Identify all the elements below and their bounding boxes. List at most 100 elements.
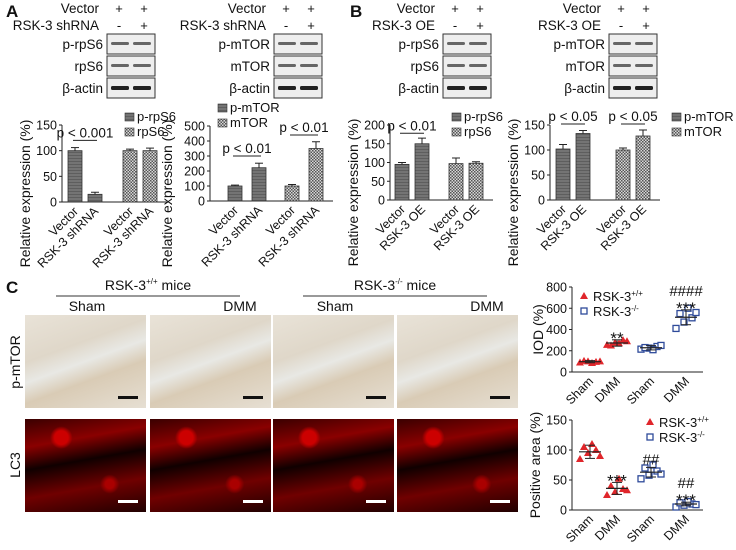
blot-sign: + (140, 18, 148, 33)
blot-band (447, 42, 465, 45)
legend-label: mTOR (684, 124, 722, 139)
p-mtor-ihc-image (397, 315, 518, 408)
blot-band (613, 64, 631, 67)
legend-label: RSK-3+/+ (659, 415, 709, 430)
blot-sign: - (117, 18, 121, 33)
y-tick-label: 50 (553, 474, 567, 488)
y-tick-label: 200 (364, 119, 385, 133)
bar (615, 149, 631, 201)
data-point (576, 455, 584, 462)
bar (635, 135, 651, 201)
scale-bar (118, 500, 138, 503)
significance-hashes: #### (669, 283, 703, 300)
y-axis-label: IOD (%) (530, 304, 546, 355)
p-mtor-ihc-image (25, 315, 146, 408)
blot-band-label: β-actin (229, 81, 270, 96)
y-tick-label: 300 (184, 150, 205, 164)
y-tick-label: 50 (371, 175, 385, 189)
y-tick-label: 500 (184, 120, 205, 134)
y-tick-label: 0 (538, 194, 545, 208)
blot-box (106, 77, 156, 99)
blot-band-label: β-actin (62, 81, 103, 96)
row-label: p-mTOR (7, 335, 23, 388)
blot-band (613, 86, 631, 90)
blot-sign: + (476, 1, 484, 16)
blot-band-label: p-rpS6 (398, 37, 439, 52)
blot-box (442, 33, 492, 55)
significance-stars: *** (676, 299, 696, 318)
scale-bar (243, 500, 263, 503)
legend-marker-square (580, 307, 588, 315)
data-point (676, 309, 684, 318)
data-point (672, 324, 680, 333)
blot-box (273, 77, 323, 99)
legend-label: rpS6 (464, 124, 491, 139)
y-tick-label: 100 (36, 144, 57, 158)
y-tick-label: 150 (546, 414, 567, 428)
scale-bar (490, 500, 510, 503)
blot-condition-label: RSK-3 shRNA (180, 18, 266, 33)
blot-band (133, 86, 151, 90)
p-value-annotation: p < 0.001 (57, 125, 114, 140)
data-point (649, 461, 657, 469)
data-point (584, 449, 592, 456)
y-axis-label: Relative expression (%) (17, 120, 33, 268)
legend-swatch (671, 127, 682, 137)
data-point (637, 475, 645, 483)
bar (142, 150, 158, 203)
blot-band (469, 64, 487, 67)
y-tick-label: 0 (50, 196, 57, 210)
scale-bar (243, 396, 263, 399)
data-point (607, 482, 615, 489)
y-axis-label: Relative expression (%) (345, 119, 361, 267)
y-tick-label: 600 (546, 302, 567, 316)
blot-band (300, 64, 318, 67)
data-point (676, 499, 684, 507)
blot-sign: + (476, 18, 484, 33)
data-point (615, 474, 623, 482)
bar (468, 162, 484, 201)
blot-band (635, 86, 653, 90)
blot-band (300, 42, 318, 45)
y-tick-label: 0 (560, 504, 567, 518)
significance-hashes: ## (678, 475, 695, 492)
blot-band (469, 42, 487, 45)
bar (87, 193, 103, 203)
legend-label: mTOR (230, 115, 268, 130)
blot-band (278, 64, 296, 67)
bar (251, 167, 267, 202)
blot-box (273, 33, 323, 55)
p-mtor-ihc-image (273, 315, 394, 408)
legend-label: RSK-3-/- (593, 304, 639, 319)
blot-band (278, 86, 296, 90)
condition-label: DMM (223, 298, 256, 314)
bar (67, 150, 83, 203)
bar (284, 185, 300, 202)
y-tick-label: 150 (524, 119, 545, 133)
blot-condition-label: RSK-3 shRNA (13, 18, 99, 33)
blot-band (447, 86, 465, 90)
y-tick-label: 100 (546, 444, 567, 458)
legend-swatch (124, 127, 135, 137)
legend-label: p-mTOR (230, 100, 280, 115)
x-tick-label: DMM (592, 374, 623, 405)
data-point (684, 304, 692, 312)
x-tick-label: Sham (563, 512, 596, 545)
legend-swatch (671, 112, 682, 122)
legend-swatch (451, 112, 462, 122)
blot-sign: + (617, 1, 625, 16)
bar (448, 163, 464, 201)
blot-band (447, 64, 465, 67)
blot-band (613, 42, 631, 45)
scale-bar (118, 396, 138, 399)
blot-band (111, 42, 129, 45)
data-point (657, 341, 665, 350)
blot-box (608, 77, 658, 99)
blot-condition-label: RSK-3 OE (538, 18, 601, 33)
blot-band (133, 42, 151, 45)
condition-label: Sham (317, 298, 354, 314)
significance-stars: ** (610, 329, 624, 348)
y-axis-label: Positive area (%) (527, 412, 543, 519)
blot-band-label: β-actin (564, 81, 605, 96)
legend-swatch (124, 112, 135, 122)
